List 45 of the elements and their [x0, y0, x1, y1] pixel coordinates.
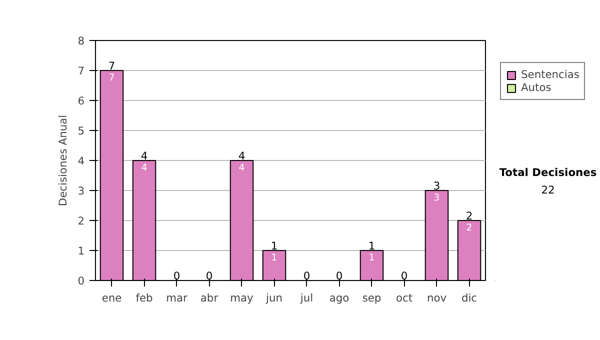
data-label: 4: [238, 162, 245, 174]
x-tick-label: ago: [329, 292, 350, 304]
legend-label: Autos: [521, 81, 552, 94]
x-tick-label: oct: [396, 292, 413, 304]
y-tick-label: 6: [78, 94, 85, 108]
data-label: 7: [108, 72, 115, 84]
total-label: 3: [433, 180, 440, 192]
total-label: 0: [303, 270, 310, 282]
total-label: 1: [368, 240, 376, 252]
total-label: 4: [140, 150, 148, 162]
y-tick-label: 4: [78, 154, 85, 168]
total-label: 0: [173, 270, 180, 282]
y-tick-label: 2: [78, 214, 84, 228]
x-tick-label: mar: [166, 292, 188, 304]
y-tick-label: 3: [78, 184, 84, 198]
y-tick-label: 7: [78, 64, 84, 78]
legend-label: Sentencias: [521, 68, 580, 81]
x-tick-label: nov: [426, 292, 447, 304]
x-tick-label: abr: [200, 292, 219, 304]
data-label: 1: [271, 252, 278, 264]
total-label: 1: [270, 240, 278, 252]
total-label: 4: [238, 150, 246, 162]
x-tick-label: sep: [362, 292, 382, 304]
data-label: 3: [434, 192, 440, 204]
x-tick-label: jul: [299, 292, 314, 304]
y-axis-title: Decisiones Anual: [56, 114, 70, 206]
data-label: 4: [141, 162, 148, 174]
y-tick-label: 8: [78, 34, 85, 48]
x-tick-label: may: [230, 292, 254, 304]
x-tick-label: dic: [461, 292, 478, 304]
x-tick-label: ene: [102, 292, 122, 304]
y-tick-label: 0: [78, 274, 85, 288]
text: 22: [541, 183, 555, 196]
total-label: 0: [336, 270, 343, 282]
x-tick-label: feb: [136, 292, 154, 304]
y-tick-label: 1: [78, 244, 84, 258]
data-label: 1: [368, 252, 375, 264]
data-label: 2: [466, 222, 472, 234]
text: Total Decisiones: [499, 166, 597, 179]
y-tick-label: 5: [78, 124, 84, 138]
total-label: 7: [108, 60, 116, 72]
x-tick-label: jun: [265, 292, 282, 304]
total-label: 0: [400, 270, 408, 282]
total-label: 2: [466, 210, 473, 222]
total-label: 0: [206, 270, 213, 282]
